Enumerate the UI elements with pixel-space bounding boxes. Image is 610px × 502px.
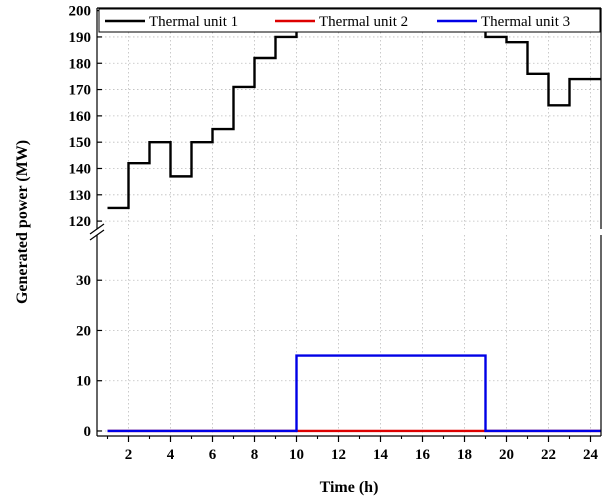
- x-tick-label: 20: [499, 447, 514, 463]
- x-tick-label: 12: [331, 447, 346, 463]
- series-layer: [107, 22, 601, 433]
- x-tick-label: 4: [167, 447, 175, 463]
- axis-break-mark: [89, 223, 105, 235]
- x-tick-label: 2: [125, 447, 133, 463]
- grid-layer: [97, 8, 601, 436]
- y-tick-label: 120: [69, 214, 92, 230]
- legend: Thermal unit 1 Thermal unit 2 Thermal unit…: [98, 8, 601, 33]
- y-tick-label: 190: [69, 30, 92, 46]
- x-tick-label: 22: [541, 447, 556, 463]
- series-line-thermal-unit-3: [107, 354, 601, 433]
- x-tick-label: 8: [251, 447, 259, 463]
- y-tick-label: 20: [76, 323, 91, 339]
- y-tick-label: 180: [69, 56, 92, 72]
- x-tick-label: 18: [457, 447, 472, 463]
- legend-box: [98, 8, 601, 33]
- y-tick-label: 150: [69, 135, 92, 151]
- x-tick-label: 24: [583, 447, 599, 463]
- legend-label-thermal-unit-3: Thermal unit 3: [481, 14, 570, 30]
- x-tick-label: 16: [415, 447, 431, 463]
- y-tick-label: 0: [84, 424, 92, 440]
- x-tick-label: 14: [373, 447, 389, 463]
- legend-label-thermal-unit-2: Thermal unit 2: [319, 14, 408, 30]
- y-tick-label: 30: [76, 273, 91, 289]
- x-tick-label: 6: [209, 447, 217, 463]
- y-tick-label: 160: [69, 109, 92, 125]
- y-tick-label: 130: [69, 188, 92, 204]
- legend-label-thermal-unit-1: Thermal unit 1: [149, 14, 238, 30]
- x-axis-title: Time (h): [320, 479, 379, 496]
- y-tick-label: 170: [69, 83, 92, 99]
- axis-break-mark: [89, 229, 105, 241]
- y-axis-title: Generated power (MW): [14, 140, 31, 304]
- y-tick-label: 200: [69, 4, 92, 20]
- y-tick-label: 10: [76, 374, 91, 390]
- x-tick-label: 10: [289, 447, 304, 463]
- axes-layer: [89, 7, 602, 437]
- y-tick-label: 140: [69, 161, 92, 177]
